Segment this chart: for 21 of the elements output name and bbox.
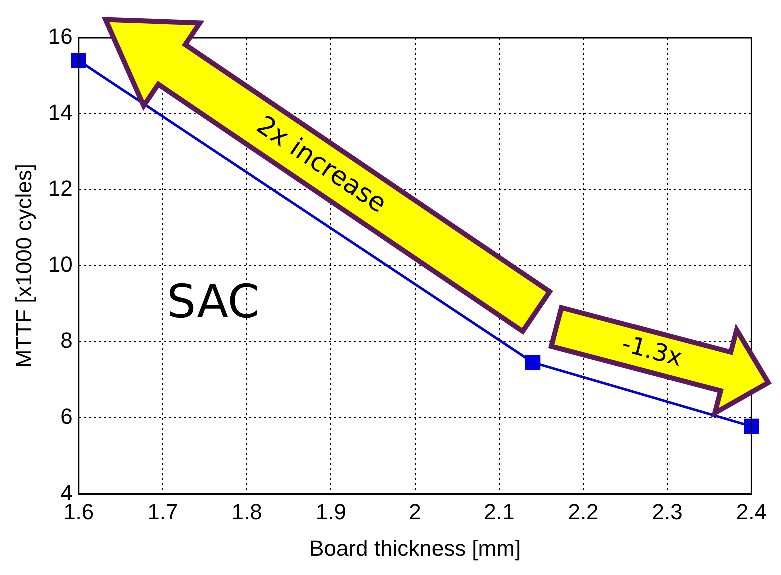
y-tick-label: 8	[60, 328, 73, 354]
y-tick-label: 16	[48, 24, 73, 50]
x-axis-title: Board thickness [mm]	[310, 536, 522, 561]
x-tick-label: 2.2	[568, 499, 599, 524]
x-tick-label: 2.3	[652, 499, 683, 524]
x-tick-label: 1.9	[316, 499, 346, 524]
point	[744, 418, 760, 434]
x-tick-label: 2.4	[736, 499, 768, 524]
x-tick-label: 2.1	[484, 499, 515, 524]
y-axis-title: MTTF [x1000 cycles]	[11, 164, 36, 368]
point	[71, 53, 86, 68]
point	[525, 355, 541, 370]
y-tick-label: 12	[48, 176, 73, 202]
annotation: -1.3x	[619, 330, 686, 372]
x-tick-label: 1.7	[148, 499, 178, 524]
y-tick-label: 10	[48, 252, 73, 278]
x-tick-label: 1.8	[232, 499, 262, 524]
x-tick-label: 2	[409, 499, 422, 524]
annotation: SAC	[167, 274, 260, 328]
y-tick-label: 14	[48, 100, 73, 126]
y-tick-label: 6	[60, 404, 73, 430]
